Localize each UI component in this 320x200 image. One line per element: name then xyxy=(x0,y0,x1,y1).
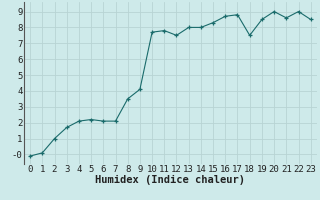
X-axis label: Humidex (Indice chaleur): Humidex (Indice chaleur) xyxy=(95,175,245,185)
